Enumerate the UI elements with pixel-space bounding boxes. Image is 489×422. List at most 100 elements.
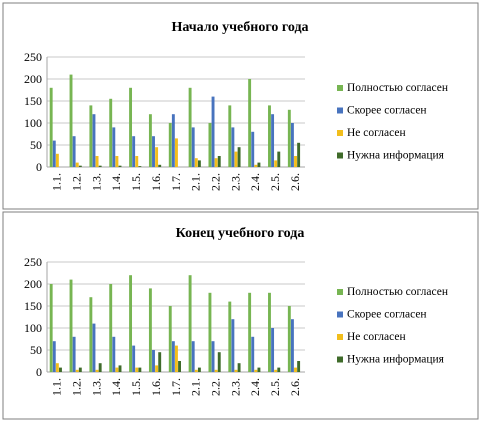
y-tick-label: 200 (24, 72, 42, 86)
y-tick-label: 250 (24, 255, 42, 269)
bar-нужна-информация-2.2. (217, 352, 221, 372)
bar-нужна-информация-2.3. (237, 147, 241, 167)
bar-не-согласен-2.4. (254, 164, 258, 167)
legend-label: Нужна информация (347, 150, 445, 162)
bar-не-согласен-2.4. (254, 369, 258, 372)
x-tick-label: 1.2. (70, 378, 84, 396)
legend-swatch (337, 85, 343, 91)
legend-label: Скорее согласен (347, 309, 427, 321)
legend: Полностью согласен Скорее согласен Не согл… (337, 82, 448, 162)
x-tick-label: 2.5. (268, 378, 282, 396)
bar-скорее-согласен-1.3. (92, 114, 96, 167)
bar-нужна-информация-1.4. (118, 165, 122, 167)
x-tick-label: 2.2. (208, 378, 222, 396)
bar-полностью-согласен-1.5. (129, 275, 133, 372)
bar-полностью-согласен-2.2. (208, 292, 212, 372)
bar-скорее-согласен-1.1. (52, 341, 56, 372)
bar-скорее-согласен-1.5. (132, 136, 136, 167)
plot-area: 0 50 100 150 200 250 1.1. 1.2. 1.3. 1.4. 1.5. 1.6. 1… (24, 50, 305, 191)
bar-скорее-согласен-1.3. (92, 323, 96, 372)
bar-полностью-согласен-1.2. (69, 74, 73, 167)
legend-swatch (337, 130, 343, 136)
bar-полностью-согласен-1.6. (148, 114, 152, 167)
bar-скорее-согласен-2.2. (211, 96, 215, 167)
bar-не-согласен-1.2. (75, 162, 79, 167)
chart-title: Начало учебного года (171, 20, 308, 35)
x-tick-label: 1.5. (129, 173, 143, 191)
bar-нужна-информация-2.1. (197, 160, 201, 167)
bar-нужна-информация-1.2. (78, 165, 82, 167)
legend-swatch (337, 356, 343, 363)
chart-frame (2, 2, 479, 210)
bar-нужна-информация-1.5. (138, 367, 142, 372)
x-tick-label: 1.6. (149, 173, 163, 191)
bar-полностью-согласен-1.1. (49, 284, 53, 372)
bar-скорее-согласен-1.7. (171, 114, 175, 167)
bar-полностью-согласен-1.7. (168, 123, 172, 167)
bar-полностью-согласен-2.5. (268, 105, 271, 167)
legend-label: Не согласен (347, 127, 406, 139)
bar-скорее-согласен-1.4. (112, 127, 116, 167)
bar-не-согласен-1.1. (55, 363, 59, 372)
y-tick-label: 50 (30, 343, 42, 357)
chart-frame (2, 211, 479, 420)
x-tick-label: 1.5. (129, 378, 143, 396)
legend-label: Нужна информация (347, 354, 445, 366)
bar-полностью-согласен-2.2. (208, 123, 212, 167)
bar-не-согласен-2.1. (194, 158, 198, 167)
bar-не-согласен-1.5. (135, 156, 139, 167)
bar-нужна-информация-2.1. (197, 367, 201, 372)
bar-скорее-согласен-2.5. (271, 114, 275, 167)
bar-скорее-согласен-1.5. (132, 345, 136, 372)
bar-скорее-согласен-2.6. (290, 123, 294, 167)
bar-полностью-согласен-2.4. (248, 79, 252, 167)
legend-label: Полностью согласен (347, 286, 448, 298)
bar-полностью-согласен-1.5. (129, 87, 133, 167)
legend-label: Скорее согласен (347, 105, 427, 117)
x-tick-label: 2.4. (248, 173, 262, 191)
bar-не-согласен-1.6. (155, 147, 159, 167)
bar-полностью-согласен-1.3. (89, 105, 93, 167)
x-tick-label: 1.7. (169, 378, 183, 396)
bar-полностью-согласен-1.1. (49, 87, 53, 167)
bar-не-согласен-2.5. (274, 369, 278, 372)
bar-полностью-согласен-2.4. (248, 292, 252, 372)
bar-скорее-согласен-1.2. (72, 136, 76, 167)
bar-полностью-согласен-2.6. (287, 306, 291, 372)
bar-скорее-согласен-2.2. (211, 341, 215, 372)
bar-нужна-информация-1.7. (178, 361, 181, 372)
bar-нужна-информация-1.1. (59, 367, 62, 372)
legend: Полностью согласен Скорее согласен Не согл… (337, 286, 448, 366)
y-tick-label: 50 (30, 138, 42, 152)
bar-нужна-информация-1.2. (78, 367, 82, 372)
bar-нужна-информация-2.4. (257, 367, 261, 372)
y-tick-label: 0 (36, 160, 42, 174)
x-tick-label: 1.3. (89, 378, 103, 396)
bar-скорее-согласен-1.7. (171, 341, 175, 372)
bar-нужна-информация-1.6. (158, 352, 162, 372)
bar-полностью-согласен-1.6. (148, 288, 152, 372)
bar-не-согласен-2.3. (234, 369, 238, 372)
bar-полностью-согласен-1.2. (69, 279, 73, 372)
bar-нужна-информация-2.3. (237, 363, 241, 372)
bar-не-согласен-1.7. (175, 345, 178, 372)
bar-скорее-согласен-1.6. (152, 136, 155, 167)
x-tick-label: 1.4. (109, 378, 123, 396)
bar-не-согласен-1.2. (75, 369, 79, 372)
bar-полностью-согласен-1.3. (89, 297, 93, 372)
x-tick-label: 2.4. (248, 378, 262, 396)
x-tick-label: 2.3. (228, 173, 242, 191)
plot-area: 0 50 100 150 200 250 1.1. 1.2. 1.3. 1.4. 1.5. 1.6. 1… (24, 255, 305, 396)
legend-swatch (337, 289, 343, 295)
y-tick-label: 100 (24, 321, 42, 335)
legend-swatch (337, 152, 343, 159)
bar-скорее-согласен-2.3. (231, 319, 235, 372)
bar-нужна-информация-1.3. (98, 165, 102, 167)
bar-скорее-согласен-2.1. (191, 127, 195, 167)
bar-не-согласен-2.1. (194, 369, 198, 372)
bar-скорее-согласен-2.4. (251, 131, 255, 167)
bar-полностью-согласен-1.4. (109, 284, 113, 372)
bar-полностью-согласен-1.7. (168, 306, 172, 372)
x-tick-label: 1.4. (109, 173, 123, 191)
legend-label: Не согласен (347, 331, 406, 343)
